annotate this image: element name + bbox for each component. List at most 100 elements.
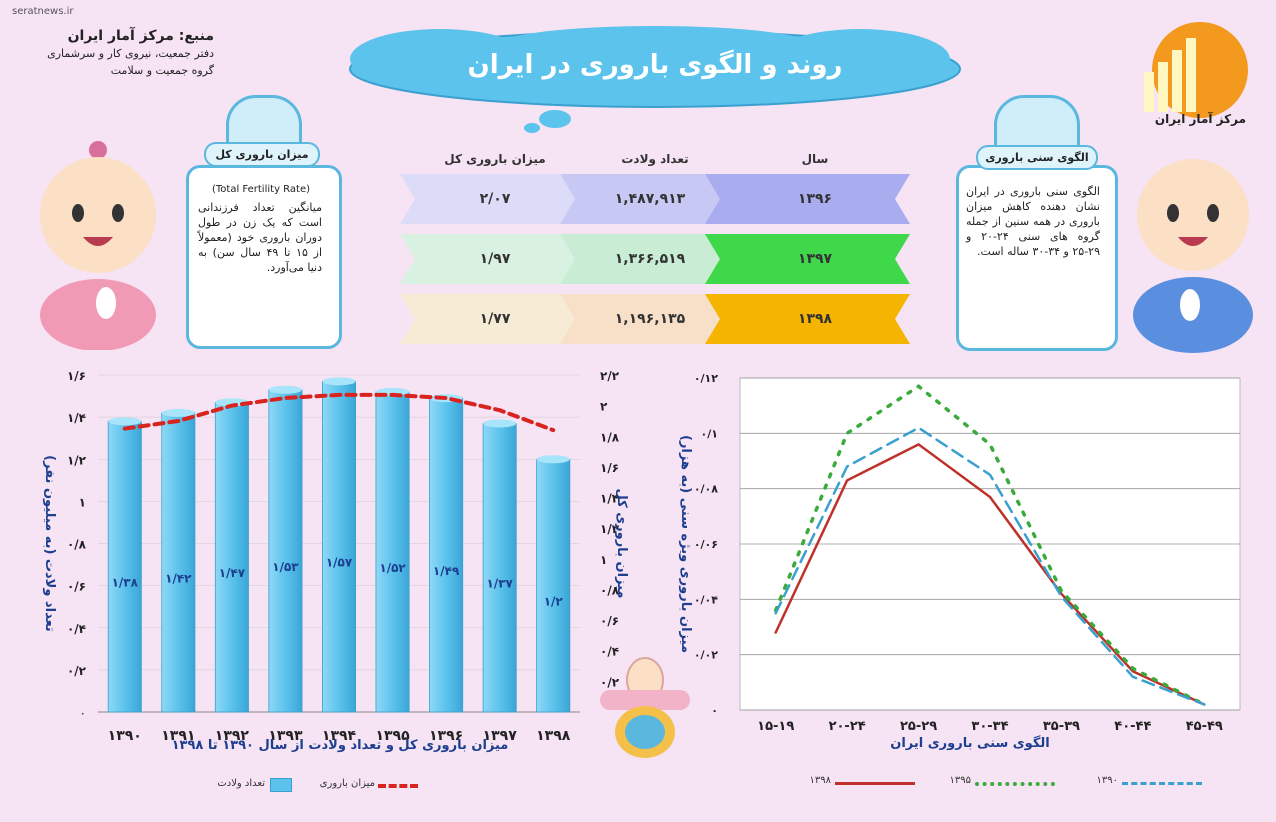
- y-tick-label: ۰/۰۶: [694, 538, 718, 551]
- watermark: seratnews.ir: [12, 6, 74, 17]
- bar-top: [322, 377, 356, 386]
- bar: [214, 401, 249, 713]
- bar-top: [268, 385, 303, 394]
- legend-1398-label: ۱۳۹۸: [809, 775, 831, 786]
- x-tick-label: ۱۵-۱۹: [757, 719, 794, 734]
- table-row-3: [400, 294, 910, 344]
- series-line: [774, 442, 1206, 706]
- bar-data-label: ۱/۴۷: [219, 566, 246, 580]
- bar: [429, 397, 464, 713]
- bar-data-label: ۱/۴۹: [433, 564, 460, 578]
- legend-births-label: تعداد ولادت: [217, 778, 265, 789]
- table-row-2: [400, 234, 910, 284]
- x-tick-label: ۳۰-۳۴: [971, 719, 1008, 734]
- right-box-label: الگوی سنی باروری: [976, 145, 1098, 170]
- bar: [107, 420, 142, 713]
- x-tick-label: ۱۳۹۰: [108, 728, 142, 744]
- source-title: منبع: مرکز آمار ایران: [67, 28, 214, 44]
- source-block: منبع: مرکز آمار ایران دفتر جمعیت، نیروی …: [14, 28, 214, 79]
- title-cloud: [349, 26, 961, 133]
- y-tick-label: ۰/۸: [67, 538, 87, 552]
- row1-tfr: ۲/۰۷: [479, 191, 511, 207]
- series-line: [773, 384, 1207, 707]
- y2-tick-label: ۰/۴: [600, 645, 619, 659]
- bar: [268, 389, 303, 713]
- x-tick-label: ۱۳۹۶: [429, 728, 463, 744]
- pacifier-icon: [600, 657, 690, 758]
- y2-tick-label: ۰/۸: [600, 583, 620, 597]
- y2-tick-label: ۰/۶: [600, 614, 619, 628]
- legend-births-swatch: [270, 778, 292, 792]
- y-tick-label: ۰/۰۲: [694, 649, 718, 662]
- bar-data-label: ۱/۴۲: [165, 571, 192, 585]
- bar-top: [536, 455, 570, 464]
- sci-logo-icon: [1144, 22, 1248, 118]
- right-box-text: الگوی سنی باروری در ایران نشان دهنده کاه…: [966, 185, 1100, 258]
- bar-top: [483, 419, 517, 428]
- row2-tfr: ۱/۹۷: [479, 251, 511, 267]
- tfr-line: [122, 392, 556, 433]
- y2-axis-label: میزان باروری کل: [614, 489, 629, 599]
- y-tick-label: ۰/۰۸: [694, 483, 718, 496]
- y-tick-label: ۰/۴: [67, 622, 86, 636]
- x-tick-label: ۳۵-۳۹: [1043, 719, 1080, 734]
- bar-data-label: ۱/۲: [544, 595, 564, 609]
- x-tick-label: ۱۳۹۴: [322, 728, 357, 744]
- x-tick-label: ۱۳۹۵: [375, 728, 410, 744]
- y-tick-label: ۰/۶: [67, 580, 86, 594]
- table-arrows: [400, 174, 910, 344]
- col-header-births: تعداد ولادت: [621, 152, 689, 166]
- row2-births: ۱,۳۶۶,۵۱۹: [614, 251, 686, 267]
- tfr-births-chart: ۰/۲ ۰/۴ ۰/۶ ۰/۸ ۱ ۱/۲ ۱/۴ ۱/۶ ۰ ۰/۲ ۰/۴ ۰/۶ ۰/۸ ۱ ۱/۲ ۱…: [42, 369, 629, 744]
- y2-tick-label: ۱/۶: [600, 461, 619, 475]
- main-title: روند و الگوی باروری در ایران: [467, 50, 843, 80]
- bar: [375, 391, 410, 713]
- source-line-1: دفتر جمعیت، نیروی کار و سرشماری: [47, 47, 214, 60]
- row3-year: ۱۳۹۸: [797, 311, 833, 327]
- bar-top: [161, 408, 195, 417]
- logo-text: مرکز آمار ایران: [1154, 112, 1246, 126]
- bar: [482, 423, 517, 713]
- legend-1398-swatch: [835, 782, 915, 785]
- x-tick-label: ۱۳۹۱: [161, 728, 195, 744]
- y-tick-label-zero: ۰: [80, 706, 86, 720]
- source-line-2: گروه جمعیت و سلامت: [110, 64, 214, 77]
- x-tick-label: ۴۰-۴۴: [1114, 719, 1151, 734]
- x-tick-label: ۱۳۹۳: [268, 728, 303, 744]
- chart1-title: میزان باروری کل و تعداد ولادت از سال ۱۳۹…: [171, 738, 509, 753]
- right-bottle: [956, 165, 1118, 351]
- x-tick-label: ۱۳۹۲: [215, 728, 250, 744]
- y2-tick-label: ۱/۸: [600, 430, 620, 444]
- y-axis-label: میزان باروری ویژه سنی (به هزار): [678, 435, 693, 653]
- bar-top: [108, 417, 142, 426]
- y-tick-label: ۰/۱۲: [694, 372, 718, 385]
- x-tick-label: ۴۵-۴۹: [1186, 719, 1223, 734]
- legend-1395-label: ۱۳۹۵: [949, 775, 971, 786]
- baby-girl-icon: [40, 141, 156, 350]
- x-tick-label: ۱۳۹۸: [536, 728, 571, 744]
- y-tick-label: ۱: [79, 495, 86, 509]
- y2-tick-label: ۱/۴: [600, 492, 619, 506]
- series-line: [774, 426, 1206, 706]
- chart2-xlabel: الگوی سنی باروری ایران: [890, 736, 1050, 751]
- legend-tfr-label: میزان باروری: [319, 778, 375, 789]
- col-header-tfr: میزان باروری کل: [444, 152, 546, 166]
- y-tick-label: ۰/۱: [701, 427, 718, 440]
- table-row-1: [400, 174, 910, 224]
- legend-1390-swatch: [1122, 782, 1202, 785]
- legend-1395-swatch: [975, 782, 1055, 786]
- y-tick-label: ۰/۰۴: [694, 593, 718, 606]
- left-box-text: میانگین تعداد فرزندانی است که یک زن در ط…: [198, 201, 322, 274]
- y2-tick-label: ۱: [600, 553, 607, 567]
- row3-births: ۱,۱۹۶,۱۳۵: [614, 311, 686, 327]
- baby-boy-icon: [1133, 159, 1253, 353]
- y-tick-label: ۰/۲: [67, 664, 87, 678]
- y2-tick-label: ۲: [600, 400, 608, 414]
- y-tick-label: ۱/۲: [67, 453, 87, 467]
- y2-tick-label: ۱/۲: [600, 522, 620, 536]
- y-tick-label: ۱/۴: [67, 411, 86, 425]
- x-tick-label: ۱۳۹۷: [483, 728, 518, 744]
- legend-tfr-swatch: [378, 784, 418, 788]
- legend-1390-label: ۱۳۹۰: [1096, 775, 1118, 786]
- row1-year: ۱۳۹۶: [797, 191, 833, 207]
